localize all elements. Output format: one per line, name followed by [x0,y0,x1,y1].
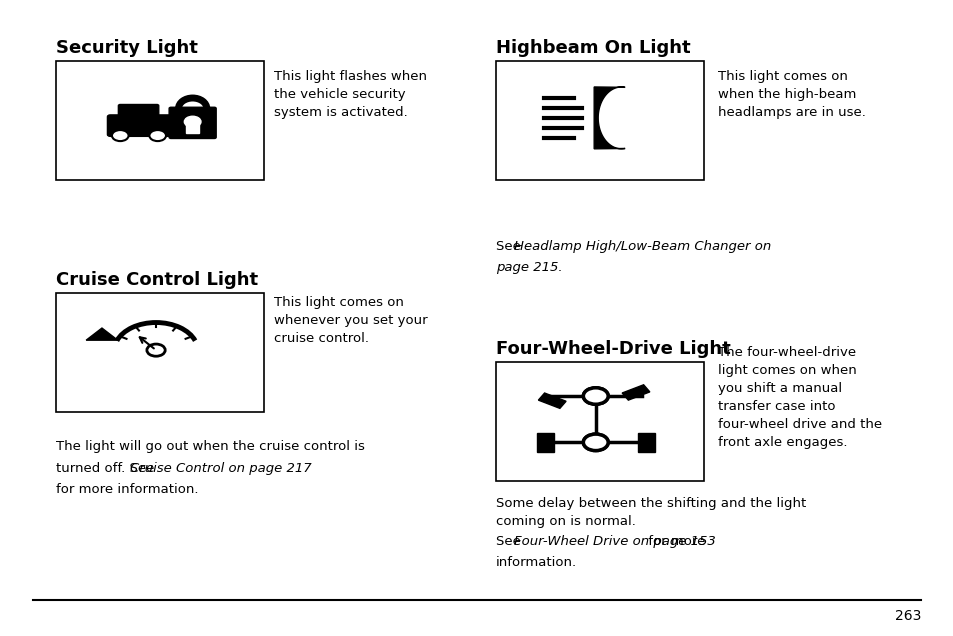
Polygon shape [594,87,624,149]
Circle shape [582,388,608,404]
Text: Headlamp High/Low-Beam Changer on: Headlamp High/Low-Beam Changer on [514,240,771,252]
Bar [496,60,703,180]
Text: for more: for more [643,534,705,548]
FancyBboxPatch shape [108,115,172,136]
Circle shape [582,434,608,450]
Text: Some delay between the shifting and the light
coming on is normal.: Some delay between the shifting and the … [496,497,805,528]
Text: Cruise Control on page 217: Cruise Control on page 217 [131,462,312,474]
Text: This light flashes when
the vehicle security
system is activated.: This light flashes when the vehicle secu… [274,70,426,119]
Bar [637,433,654,452]
Text: This light comes on
whenever you set your
cruise control.: This light comes on whenever you set you… [274,296,427,345]
Text: Four-Wheel Drive on page 153: Four-Wheel Drive on page 153 [514,534,716,548]
Circle shape [582,434,608,450]
Text: The light will go out when the cruise control is: The light will go out when the cruise co… [56,440,365,453]
Bar [537,433,554,452]
Bar [56,60,264,180]
Text: This light comes on
when the high-beam
headlamps are in use.: This light comes on when the high-beam h… [718,70,865,119]
Text: page 215.: page 215. [496,261,562,274]
Text: See: See [496,534,524,548]
Circle shape [112,130,129,141]
FancyBboxPatch shape [118,104,158,121]
Circle shape [147,344,165,356]
Circle shape [184,116,201,127]
Bar [621,385,649,400]
Bar [186,121,199,133]
Bar [496,362,703,481]
Bar [537,393,565,408]
Text: The four-wheel-drive
light comes on when
you shift a manual
transfer case into
f: The four-wheel-drive light comes on when… [718,346,882,449]
Text: Four-Wheel-Drive Light: Four-Wheel-Drive Light [496,340,730,358]
Bar [56,293,264,412]
Circle shape [150,130,166,141]
Text: 263: 263 [894,609,921,623]
Text: Cruise Control Light: Cruise Control Light [56,271,258,289]
FancyArrow shape [86,328,117,340]
Text: See: See [496,240,524,252]
Text: Security Light: Security Light [56,39,198,57]
Circle shape [582,388,608,404]
Text: Highbeam On Light: Highbeam On Light [496,39,690,57]
FancyBboxPatch shape [169,107,216,139]
Text: for more information.: for more information. [56,483,198,496]
Text: information.: information. [496,556,577,569]
Text: turned off. See: turned off. See [56,462,158,474]
